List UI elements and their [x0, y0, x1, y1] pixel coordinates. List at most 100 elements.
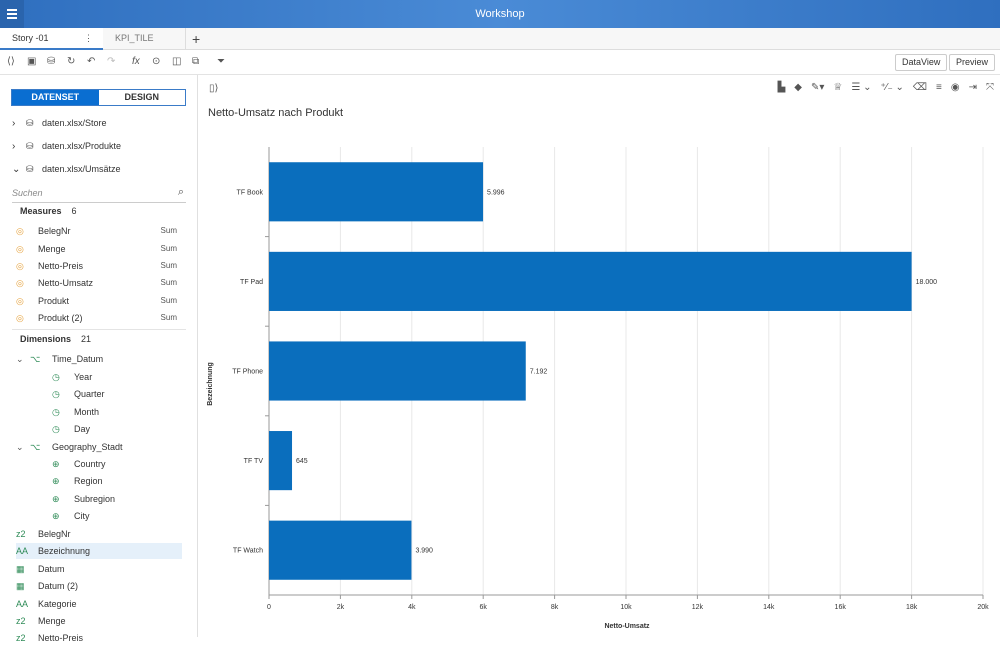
category-label: TF Watch [233, 548, 263, 555]
aggregation-label[interactable]: Sum [160, 278, 177, 287]
eraser-icon[interactable]: ⌫ [912, 82, 928, 93]
design-tab[interactable]: DESIGN [124, 92, 159, 102]
hamburger-icon[interactable] [0, 0, 24, 28]
export-icon[interactable]: ⇥ [968, 82, 977, 93]
hierarchy-time-datum[interactable]: ⌄ ⌥ Time_Datum [16, 351, 182, 367]
dimension-item[interactable]: ▦ Datum (2) [16, 578, 182, 594]
x-tick-label: 10k [620, 604, 632, 611]
dataset-item[interactable]: ⌄ ⛁ daten.xlsx/Umsätze [12, 162, 121, 176]
measure-label: Menge [38, 244, 66, 254]
dimensions-count: 21 [81, 334, 92, 344]
refresh-icon[interactable]: ↻ [67, 56, 76, 67]
dataview-button[interactable]: DataView [895, 54, 948, 71]
x-tick-label: 14k [763, 604, 775, 611]
measure-item[interactable]: ◎ Netto-Umsatz Sum [16, 275, 182, 291]
story-tabs: Story -01 ⋮ KPI_TILE + [0, 28, 1000, 50]
bar [269, 251, 912, 311]
eye-icon[interactable]: ◉ [950, 82, 960, 93]
align-icon[interactable]: ≡ [936, 82, 942, 93]
time-level-label: Month [74, 407, 100, 417]
dimension-item[interactable]: z2 Menge [16, 613, 182, 629]
aggregation-label[interactable]: Sum [160, 244, 177, 253]
bar [269, 341, 526, 401]
sort-icon[interactable]: ☰ ⌄ [851, 82, 872, 93]
calendar-icon: ▦ [16, 581, 25, 591]
measure-item[interactable]: ◎ Produkt (2) Sum [16, 310, 182, 326]
dimension-item[interactable]: z2 Netto-Preis [16, 630, 182, 646]
tab-label: KPI_TILE [115, 33, 154, 43]
fullscreen-icon[interactable]: ⤧ [986, 82, 994, 93]
category-label: TF Pad [240, 279, 263, 286]
time-level-item[interactable]: ◷ Day [52, 421, 182, 437]
dimension-label: Netto-Preis [38, 633, 84, 643]
geo-level-item[interactable]: ⊕ Region [52, 473, 182, 489]
toggle-sidebar-icon[interactable]: ▯⟩ [209, 83, 219, 94]
search-icon[interactable]: ⌕ [177, 186, 184, 198]
numeric-type-icon: z2 [16, 616, 26, 626]
measure-item[interactable]: ◎ BelegNr Sum [16, 223, 182, 239]
aggregation-label[interactable]: Sum [160, 313, 177, 322]
datenset-tab[interactable]: DATENSET [12, 90, 99, 105]
dimension-item[interactable]: AA Bezeichnung [16, 543, 182, 559]
hierarchy-geography-stadt[interactable]: ⌄ ⌥ Geography_Stadt [16, 439, 182, 455]
filter-icon[interactable]: ⏷ [217, 56, 225, 67]
chevron-right-icon: › [12, 118, 16, 129]
dimension-item[interactable]: ▦ Datum [16, 561, 182, 577]
trophy-icon[interactable]: ♕ [833, 82, 843, 93]
measure-item[interactable]: ◎ Menge Sum [16, 241, 182, 257]
preview-button[interactable]: Preview [949, 54, 996, 71]
x-tick-label: 6k [479, 604, 487, 611]
geo-level-item[interactable]: ⊕ Country [52, 456, 182, 472]
dimensions-header: Dimensions 21 [20, 334, 91, 344]
dimension-item[interactable]: AA Kategorie [16, 596, 182, 612]
edit-icon[interactable]: ✎▾ [811, 82, 825, 93]
tab-kpi-tile[interactable]: KPI_TILE [103, 28, 186, 50]
globe-icon: ⊕ [52, 494, 60, 504]
link-icon[interactable]: ⊙ [152, 56, 161, 67]
data-label: 18.000 [916, 279, 938, 286]
redo-icon[interactable]: ↷ [107, 56, 116, 67]
x-tick-label: 16k [835, 604, 847, 611]
time-level-item[interactable]: ◷ Month [52, 404, 182, 420]
toggle-panel-icon[interactable]: ⟨⟩ [7, 56, 15, 67]
geo-level-label: Region [74, 476, 103, 486]
x-tick-label: 12k [692, 604, 704, 611]
time-level-label: Day [74, 424, 91, 434]
text-type-icon: AA [16, 546, 29, 556]
aggregation-label[interactable]: Sum [160, 226, 177, 235]
time-level-item[interactable]: ◷ Year [52, 369, 182, 385]
tab-story-01[interactable]: Story -01 ⋮ [0, 28, 103, 50]
save-icon[interactable]: ▣ [27, 56, 37, 67]
dataset-item[interactable]: › ⛁ daten.xlsx/Store [12, 116, 107, 130]
dimension-label: Menge [38, 616, 66, 626]
category-label: TF Book [237, 189, 264, 196]
geo-level-item[interactable]: ⊕ Subregion [52, 491, 182, 507]
more-options-icon[interactable]: ⋮ [84, 33, 93, 43]
layout-icon[interactable]: ◫ [172, 56, 182, 67]
dimension-item[interactable]: z2 BelegNr [16, 526, 182, 542]
copy-icon[interactable]: ⧉ [192, 56, 200, 67]
x-tick-label: 8k [551, 604, 559, 611]
search-placeholder: Suchen [12, 188, 43, 198]
percent-icon[interactable]: ⁺⁄₋ ⌄ [880, 82, 904, 93]
add-tab-icon[interactable]: + [192, 31, 201, 47]
paint-icon[interactable]: ◆ [794, 82, 802, 93]
dimension-label: Datum (2) [38, 581, 79, 591]
aggregation-label[interactable]: Sum [160, 296, 177, 305]
hierarchy-label: Geography_Stadt [52, 442, 123, 452]
undo-icon[interactable]: ↶ [87, 56, 96, 67]
chart-type-icon[interactable]: ▙ [777, 82, 786, 93]
dimension-label: BelegNr [38, 529, 71, 539]
numeric-type-icon: z2 [16, 529, 26, 539]
formula-icon[interactable]: fx [132, 56, 140, 67]
dataset-item[interactable]: › ⛁ daten.xlsx/Produkte [12, 139, 121, 153]
measure-item[interactable]: ◎ Netto-Preis Sum [16, 258, 182, 274]
bar-chart: 0 2k 4k 6k 8k 10k 12k 14k 16k 18k 20k TF Book 5.996 T… [207, 147, 989, 630]
aggregation-label[interactable]: Sum [160, 261, 177, 270]
geo-level-item[interactable]: ⊕ City [52, 508, 182, 524]
database-icon[interactable]: ⛁ [47, 56, 56, 67]
app-title: Workshop [475, 8, 525, 20]
measure-item[interactable]: ◎ Produkt Sum [16, 293, 182, 309]
search-input[interactable]: Suchen ⌕ [12, 185, 186, 203]
time-level-item[interactable]: ◷ Quarter [52, 386, 182, 402]
